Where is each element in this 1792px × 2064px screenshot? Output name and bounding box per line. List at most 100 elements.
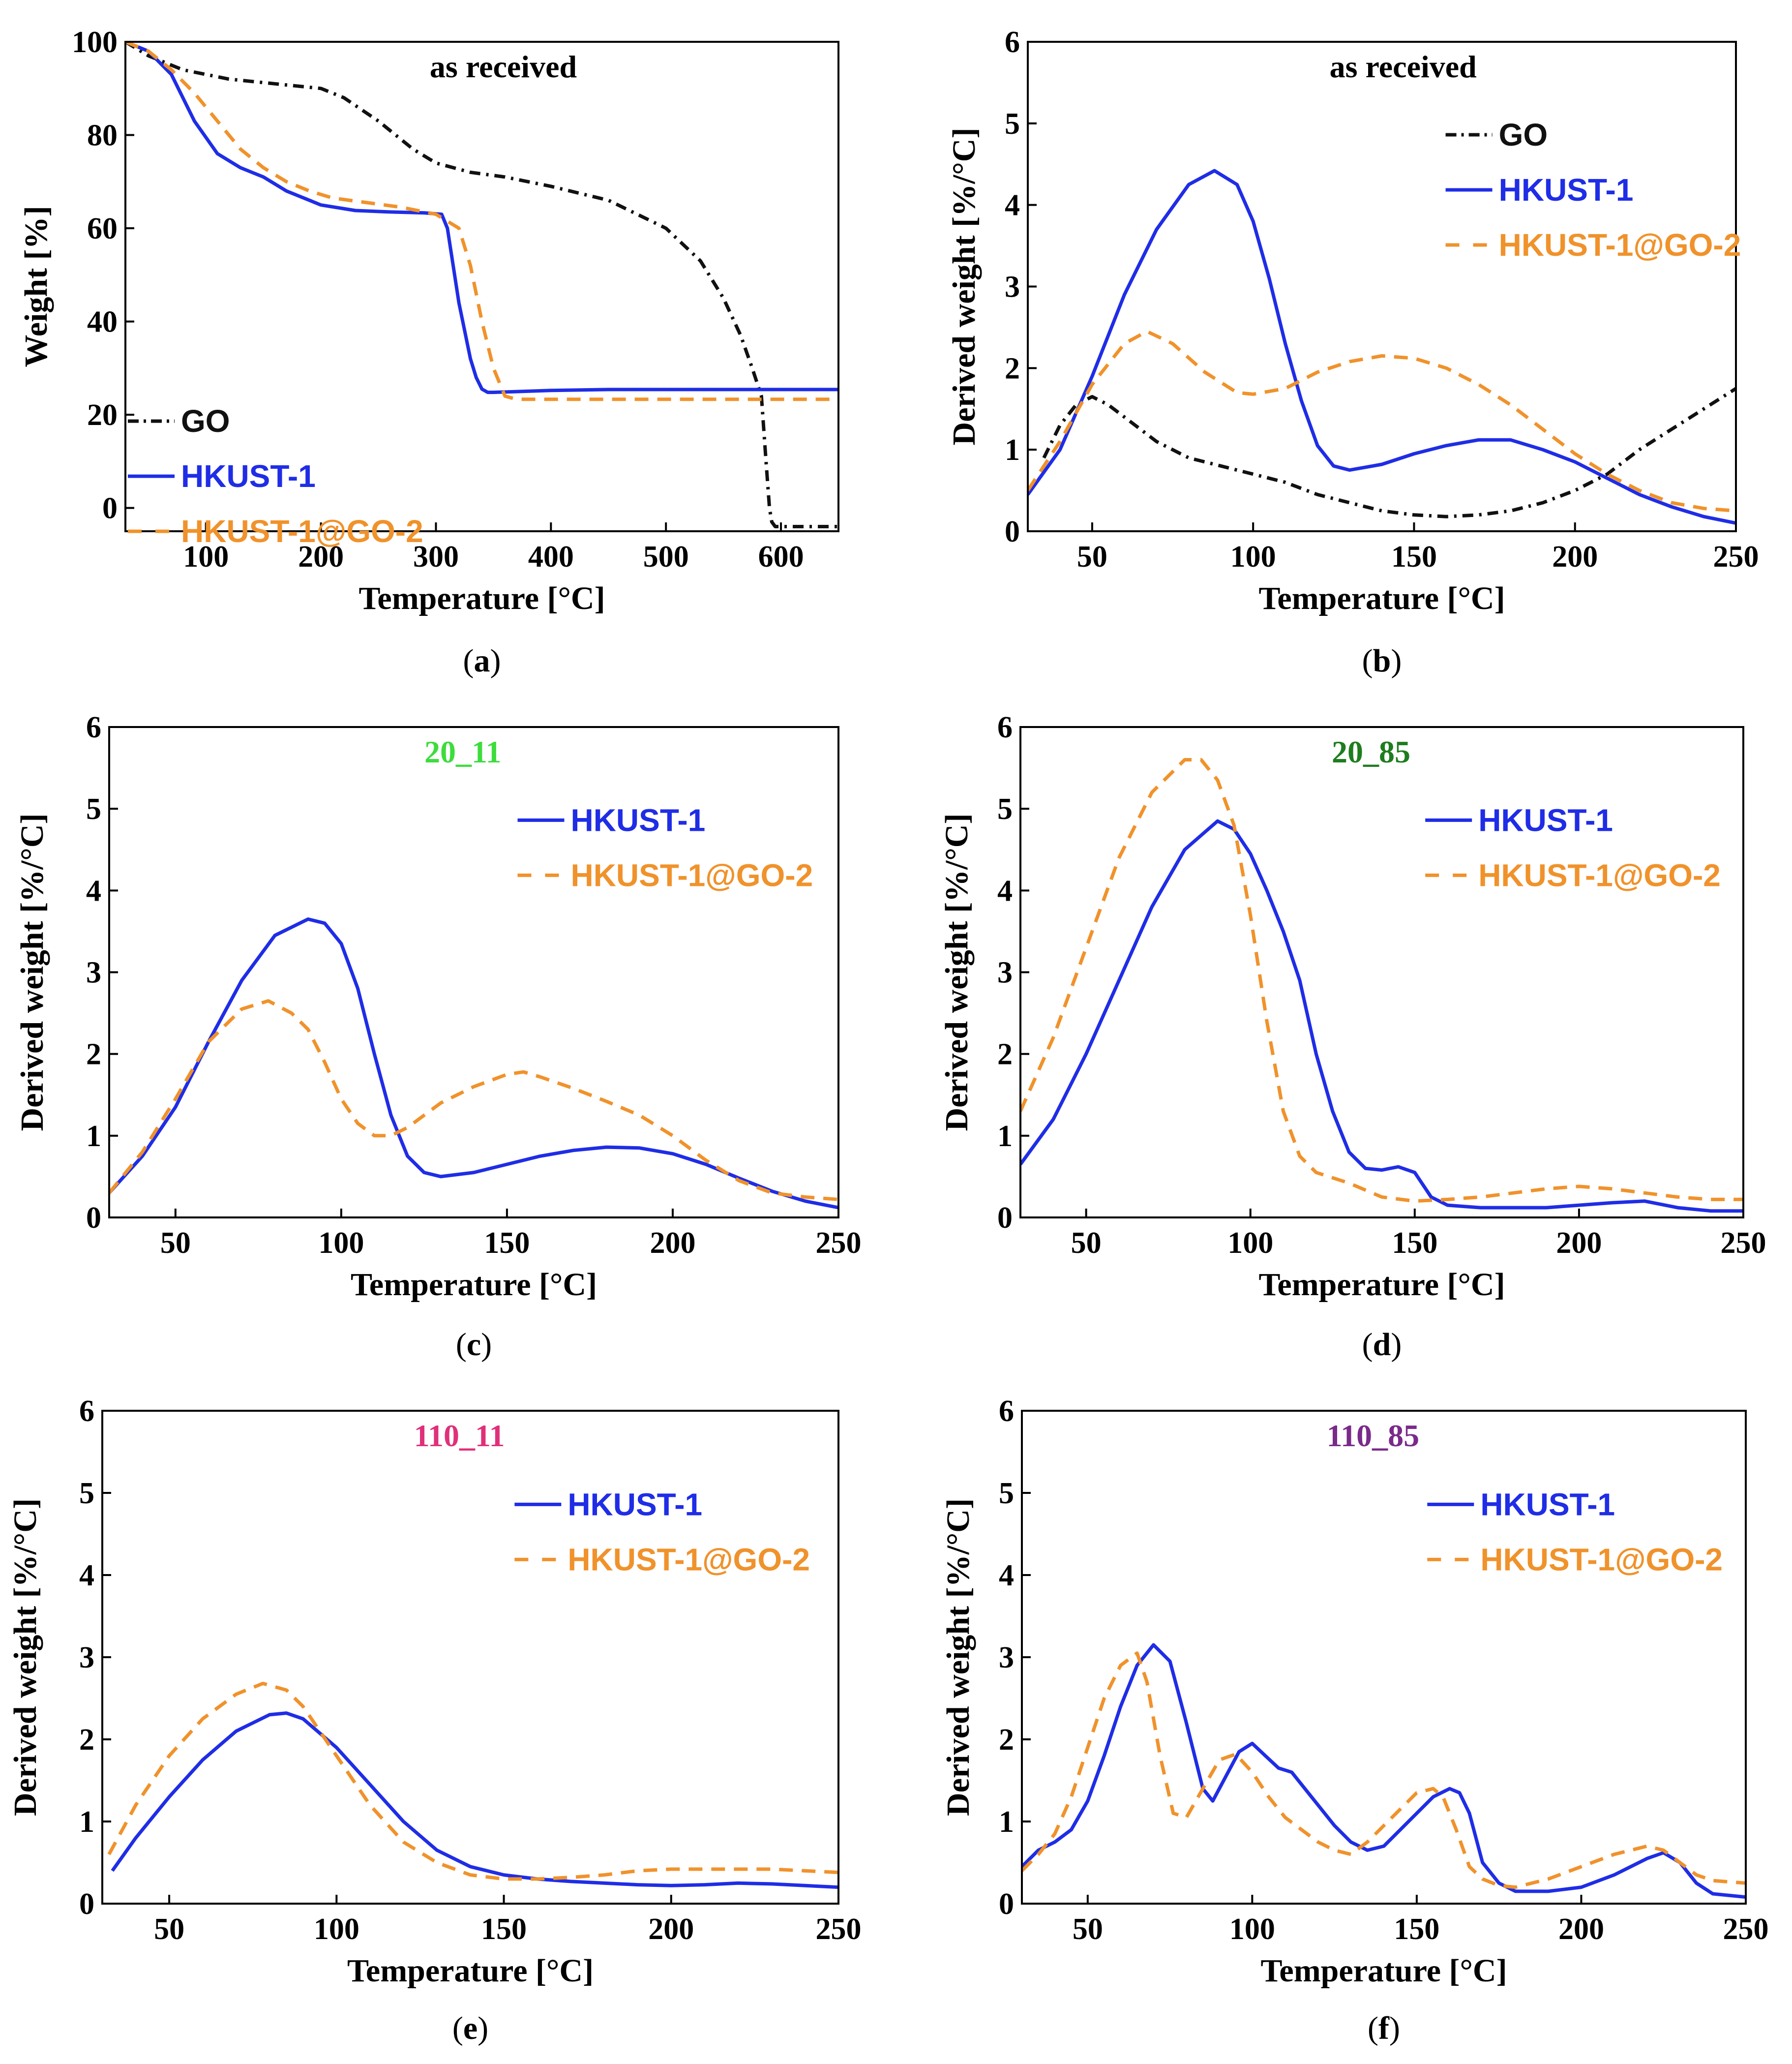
- plot-frame: [124, 41, 839, 532]
- y-tick-label: 0: [999, 1887, 1014, 1921]
- y-axis-label: Weight [%]: [18, 206, 54, 367]
- series-line-hkust-1-go-2: [125, 42, 838, 401]
- plot-frame: [108, 726, 839, 1218]
- legend-label: HKUST-1: [1480, 1487, 1615, 1522]
- legend-label: HKUST-1: [1499, 172, 1634, 208]
- y-tick-label: 4: [86, 874, 101, 908]
- panel-f: 50 100 150 200 250 0 1 2 3 4 5 6 Temperature [°C] Der…: [940, 1395, 1769, 2046]
- x-tick-label: 200: [648, 1912, 694, 1946]
- y-tick-label: 6: [999, 1395, 1014, 1428]
- panel-caption: (a): [463, 643, 501, 679]
- y-tick-label: 1: [86, 1120, 101, 1153]
- y-tick-label: 4: [997, 874, 1013, 908]
- series-line-hkust-1-go-2: [1028, 330, 1736, 513]
- y-tick-label: 4: [1005, 189, 1020, 222]
- y-tick-label: 2: [1005, 352, 1020, 385]
- series-line-hkust-1: [1028, 169, 1736, 525]
- y-axis-label: Derived weight [%/°C]: [7, 1498, 43, 1816]
- legend-label: HKUST-1@GO-2: [1480, 1542, 1723, 1577]
- panel-caption-letter: b: [1373, 643, 1391, 679]
- y-tick-label: 5: [1005, 107, 1020, 141]
- x-tick-label: 250: [1713, 540, 1759, 574]
- y-axis-label: Derived weight [%/°C]: [14, 814, 50, 1131]
- x-tick-label: 50: [154, 1912, 184, 1946]
- series-line-hkust-1-go-2: [1022, 1651, 1746, 1889]
- x-axis-label: Temperature [°C]: [358, 580, 605, 616]
- x-axis-label: Temperature [°C]: [351, 1267, 597, 1303]
- y-tick-label: 20: [87, 398, 118, 432]
- x-tick-label: 100: [314, 1912, 359, 1946]
- legend-label: HKUST-1: [181, 458, 316, 494]
- x-tick-label: 150: [1391, 540, 1437, 574]
- y-tick-label: 0: [102, 492, 118, 525]
- plot-frame: [1021, 1410, 1747, 1905]
- series-line-hkust-1: [109, 917, 838, 1210]
- y-tick-label: 0: [997, 1201, 1013, 1235]
- panel-caption: (c): [456, 1327, 492, 1363]
- legend-label: HKUST-1@GO-2: [1478, 857, 1721, 893]
- plot-frame: [101, 1410, 839, 1905]
- plot-frame: [1019, 726, 1744, 1218]
- y-tick-label: 6: [79, 1395, 94, 1428]
- y-axis-label: Derived weight [%/°C]: [946, 128, 982, 446]
- y-tick-label: 100: [72, 26, 118, 59]
- legend-label: HKUST-1: [1478, 802, 1613, 838]
- y-tick-label: 3: [999, 1641, 1014, 1674]
- chart-title: as received: [1330, 49, 1477, 84]
- x-tick-label: 100: [183, 540, 229, 574]
- chart-title: 20_11: [424, 734, 501, 769]
- x-tick-label: 200: [650, 1226, 695, 1260]
- legend-label: HKUST-1: [567, 1487, 702, 1522]
- legend-label: HKUST-1@GO-2: [567, 1542, 810, 1577]
- chart-title: as received: [430, 49, 577, 84]
- x-tick-label: 300: [413, 540, 459, 574]
- legend-label: HKUST-1@GO-2: [570, 857, 813, 893]
- panel-caption: (d): [1362, 1327, 1402, 1363]
- x-axis-label: Temperature [°C]: [347, 1953, 594, 1989]
- x-tick-label: 250: [1723, 1912, 1769, 1946]
- y-tick-label: 80: [87, 119, 118, 152]
- panel-caption-letter: c: [467, 1327, 481, 1363]
- y-tick-label: 1: [1005, 433, 1020, 467]
- y-tick-label: 40: [87, 305, 118, 339]
- x-axis-label: Temperature [°C]: [1258, 1267, 1505, 1303]
- x-tick-label: 250: [816, 1912, 862, 1946]
- panel-caption-letter: e: [463, 2010, 478, 2046]
- x-tick-label: 100: [1230, 540, 1276, 574]
- x-tick-label: 50: [1073, 1912, 1103, 1946]
- x-tick-label: 150: [1394, 1912, 1439, 1946]
- x-tick-label: 50: [1077, 540, 1107, 574]
- x-tick-label: 100: [1229, 1912, 1275, 1946]
- x-tick-label: 200: [1552, 540, 1598, 574]
- legend-label: HKUST-1@GO-2: [1499, 227, 1741, 263]
- y-tick-label: 2: [999, 1723, 1014, 1757]
- series-line-hkust-1: [111, 1711, 838, 1889]
- series-line-hkust-1-go-2: [1020, 758, 1743, 1203]
- chart-title: 110_11: [414, 1418, 505, 1453]
- panel-caption: (b): [1362, 643, 1402, 679]
- x-tick-label: 150: [1392, 1226, 1437, 1260]
- y-axis-label: Derived weight [%/°C]: [939, 814, 975, 1131]
- x-tick-label: 200: [1558, 1912, 1604, 1946]
- series-line-hkust-1-go-2: [109, 999, 838, 1201]
- y-tick-label: 5: [999, 1477, 1014, 1510]
- y-tick-label: 3: [86, 956, 101, 990]
- y-axis-label: Derived weight [%/°C]: [940, 1498, 976, 1816]
- panel-e: 50 100 150 200 250 0 1 2 3 4 5 6 Temperature [°C] Der…: [7, 1395, 862, 2046]
- y-tick-label: 60: [87, 212, 118, 245]
- y-tick-label: 1: [999, 1805, 1014, 1839]
- y-tick-label: 6: [1005, 26, 1020, 59]
- panel-caption-letter: f: [1378, 2010, 1390, 2046]
- x-tick-label: 600: [758, 540, 804, 574]
- x-tick-label: 50: [1071, 1226, 1102, 1260]
- y-tick-label: 2: [997, 1038, 1013, 1071]
- panel-a: 100 200 300 400 500 600 0 20 40 60 80 100 Temperatur…: [18, 26, 839, 679]
- panel-d: 50 100 150 200 250 0 1 2 3 4 5 6 Temperature [°C] Der…: [939, 711, 1766, 1363]
- x-tick-label: 150: [481, 1912, 527, 1946]
- y-tick-label: 3: [997, 956, 1013, 990]
- chart-title: 20_85: [1332, 734, 1410, 769]
- y-tick-label: 0: [79, 1887, 94, 1921]
- series-line-hkust-1-go-2: [107, 1681, 838, 1881]
